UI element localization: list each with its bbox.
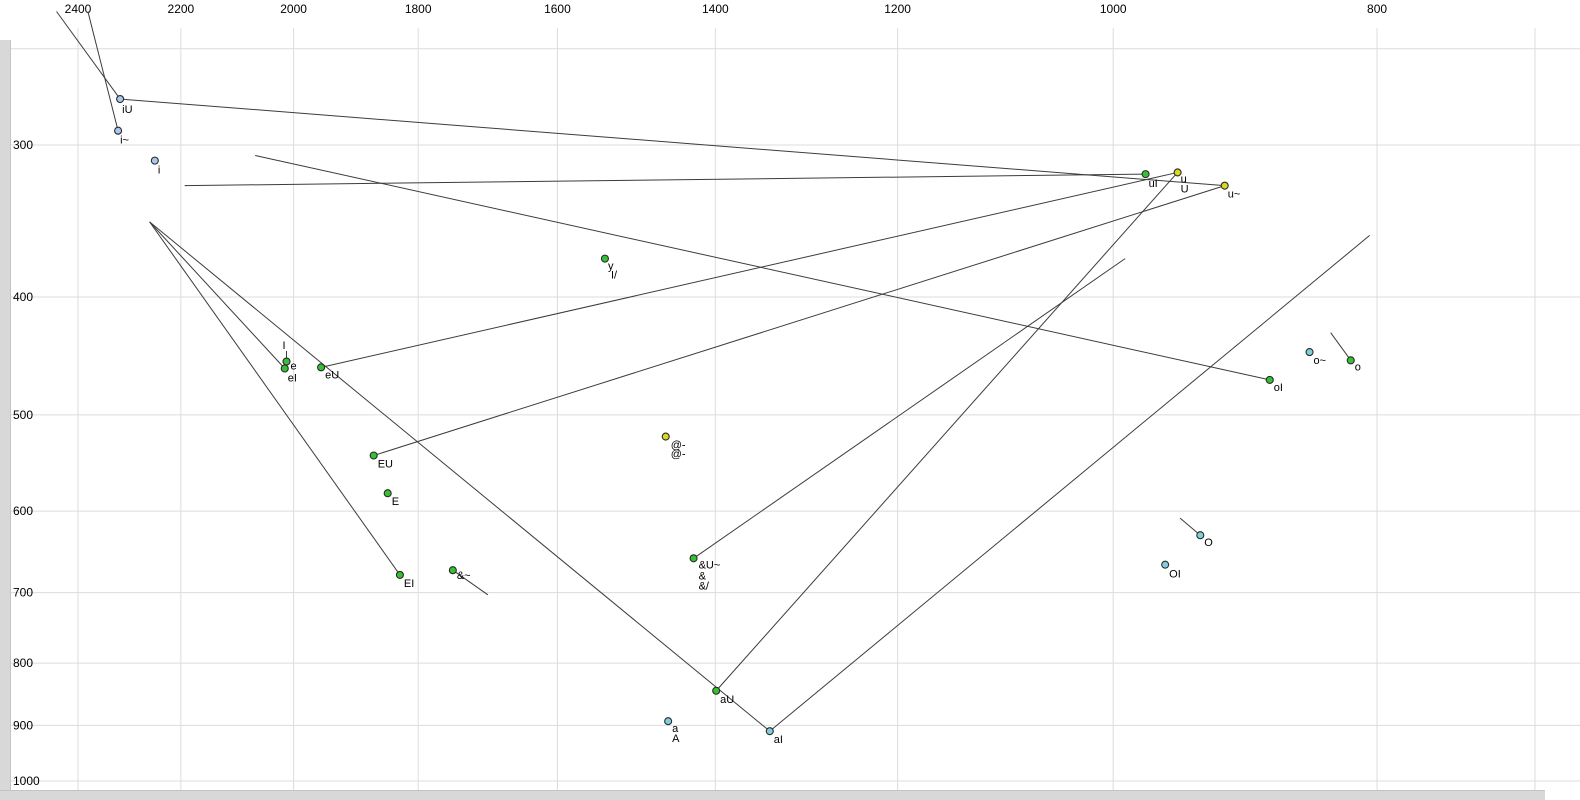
trajectory-line-10: [715, 172, 1178, 692]
vowel-point-y: [600, 254, 609, 263]
vowel-point-aU: [712, 686, 721, 695]
vowel-label-aU: aU: [720, 694, 734, 706]
vowel-point-O: [1196, 531, 1205, 540]
vowel-label-iU: iU: [122, 104, 132, 116]
y-tick-label-800: 800: [13, 656, 33, 670]
trajectory-line-14: [1330, 332, 1352, 361]
vowel-label-eI: eI: [288, 372, 297, 384]
trajectory-line-12: [769, 235, 1371, 732]
trajectory-line-0: [56, 11, 121, 100]
trajectory-line-5: [149, 221, 286, 369]
vowel-label-i~: i~: [120, 135, 129, 147]
vowel-point-EI: [395, 570, 404, 579]
vowel-label-OI: OI: [1169, 569, 1181, 581]
vowel-label-&~: &~: [457, 570, 471, 582]
vowel-point-e: [282, 357, 291, 366]
vowel-label-o~: o~: [1314, 355, 1327, 367]
vowel-point-eI: [280, 364, 289, 373]
vowel-point-oI: [1265, 375, 1274, 384]
vowel-point-a: [664, 717, 673, 726]
y-tick-label-300: 300: [13, 138, 33, 152]
vowel-label-@-1: @-: [671, 449, 686, 461]
vowel-label-&U~-1: &: [699, 570, 707, 582]
x-tick-label-1600: 1600: [544, 2, 571, 16]
vowel-point-uI: [1141, 170, 1150, 179]
vowel-point-&~: [448, 566, 457, 575]
y-tick-label-1000: 1000: [13, 774, 40, 788]
vowel-point-o~: [1305, 348, 1314, 357]
trajectory-line-15: [452, 569, 489, 596]
trajectory-line-8: [320, 171, 1178, 368]
vowel-label-a: a: [672, 723, 679, 735]
trajectory-line-6: [149, 221, 401, 576]
y-tick-label-400: 400: [13, 290, 33, 304]
vowel-point-@: [661, 432, 670, 441]
trajectory-line-7: [149, 221, 771, 732]
vowel-label-EI: EI: [404, 578, 414, 590]
vowel-label-eU: eU: [325, 369, 339, 381]
vowel-label-aI: aI: [774, 734, 783, 746]
vowel-point-OI: [1161, 560, 1170, 569]
vowel-point-u: [1173, 168, 1182, 177]
vowel-label-e: e: [291, 361, 297, 373]
vowel-label-&U~: &U~: [699, 559, 721, 571]
vowel-label-EU: EU: [378, 458, 393, 470]
vowel-point-eU: [317, 363, 326, 372]
vowel-label-y-1: I/: [611, 270, 618, 282]
vowel-point-aI: [765, 727, 774, 736]
vowel-label-o: o: [1355, 361, 1361, 373]
vowel-point-i: [150, 156, 159, 165]
vowel-point-u~: [1220, 181, 1229, 190]
x-tick-label-1400: 1400: [702, 2, 729, 16]
vowel-label-uI: uI: [1149, 178, 1158, 190]
trajectory-line-2: [120, 98, 1225, 187]
trajectory-line-4: [255, 154, 1270, 381]
vowel-label-u: u: [1181, 173, 1187, 185]
vowel-label-oI: oI: [1274, 382, 1283, 394]
y-tick-label-700: 700: [13, 586, 33, 600]
trajectory-line-11: [693, 258, 1126, 559]
x-tick-label-800: 800: [1367, 2, 1387, 16]
y-tick-label-900: 900: [13, 718, 33, 732]
vowel-point-iU: [116, 94, 125, 104]
vowel-label-i: i: [158, 165, 160, 177]
x-tick-label-1800: 1800: [405, 2, 432, 16]
trajectory-line-9: [373, 185, 1225, 456]
vowel-point-i~: [114, 126, 123, 135]
x-tick-label-2400: 2400: [65, 2, 92, 16]
vowel-label-O: O: [1204, 537, 1213, 549]
y-tick-label-500: 500: [13, 408, 33, 422]
vowel-label-u~: u~: [1228, 189, 1241, 201]
vowel-label-y: y: [608, 261, 614, 273]
horizontal-scrollbar[interactable]: [0, 790, 1545, 800]
vowel-label-@: @-: [671, 440, 686, 452]
vowel-point-o: [1346, 356, 1355, 365]
vowel-label-a-1: A: [672, 733, 680, 745]
vowel-label-E: E: [392, 496, 399, 508]
vowel-point-EU: [369, 451, 378, 460]
x-tick-label-1200: 1200: [884, 2, 911, 16]
x-tick-label-2200: 2200: [168, 2, 195, 16]
vertical-scrollbar[interactable]: [0, 40, 11, 800]
trajectory-line-1: [87, 11, 119, 131]
x-tick-label-1000: 1000: [1100, 2, 1127, 16]
y-tick-label-600: 600: [13, 504, 33, 518]
x-tick-label-2000: 2000: [280, 2, 307, 16]
trajectory-line-13: [1179, 517, 1201, 536]
trajectory-line-3: [184, 173, 1146, 187]
vowel-point-E: [383, 489, 392, 498]
vowel-label-&U~-2: &/: [699, 580, 710, 592]
vowel-point-&U~: [689, 554, 698, 563]
vowel-label-u-1: U: [1181, 183, 1189, 195]
vowel-label-I: I: [283, 340, 286, 352]
